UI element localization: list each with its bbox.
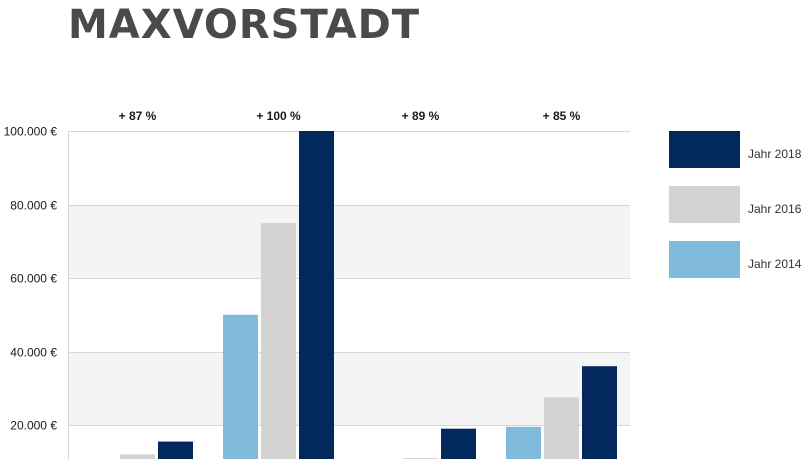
growth-label: + 87 %	[119, 109, 157, 123]
bar	[223, 314, 258, 459]
background-bands	[68, 204, 630, 425]
bars	[120, 131, 617, 459]
legend-swatch	[669, 241, 740, 278]
bar	[506, 426, 541, 459]
bar	[158, 441, 193, 459]
gridlines	[68, 131, 630, 459]
growth-label: + 100 %	[256, 109, 301, 123]
growth-labels: + 87 % + 100 % + 89 % + 85 %	[119, 109, 581, 123]
y-tick-label: 60.000 €	[10, 272, 57, 286]
background-band	[68, 204, 630, 278]
bar	[261, 222, 296, 459]
bar	[582, 366, 617, 459]
bar	[299, 131, 334, 459]
y-tick-label: 80.000 €	[10, 199, 57, 213]
legend-label: Jahr 2014	[748, 257, 802, 271]
legend-label: Jahr 2018	[748, 147, 802, 161]
legend-swatch	[669, 186, 740, 223]
y-tick-label: 40.000 €	[10, 346, 57, 360]
y-tick-label: 20.000 €	[10, 419, 57, 433]
legend-label: Jahr 2016	[748, 202, 802, 216]
y-axis-ticks: 20.000 € 40.000 € 60.000 € 80.000 € 100.000 …	[4, 125, 58, 433]
growth-label: + 89 %	[402, 109, 440, 123]
legend: Jahr 2018 Jahr 2016 Jahr 2014	[669, 131, 802, 278]
growth-label: + 85 %	[543, 109, 581, 123]
background-band	[68, 351, 630, 425]
chart-title: MAXVORSTADT	[68, 2, 421, 48]
legend-swatch	[669, 131, 740, 168]
bar	[544, 397, 579, 459]
bar	[441, 428, 476, 459]
bar	[120, 454, 155, 459]
y-tick-label: 100.000 €	[4, 125, 58, 139]
